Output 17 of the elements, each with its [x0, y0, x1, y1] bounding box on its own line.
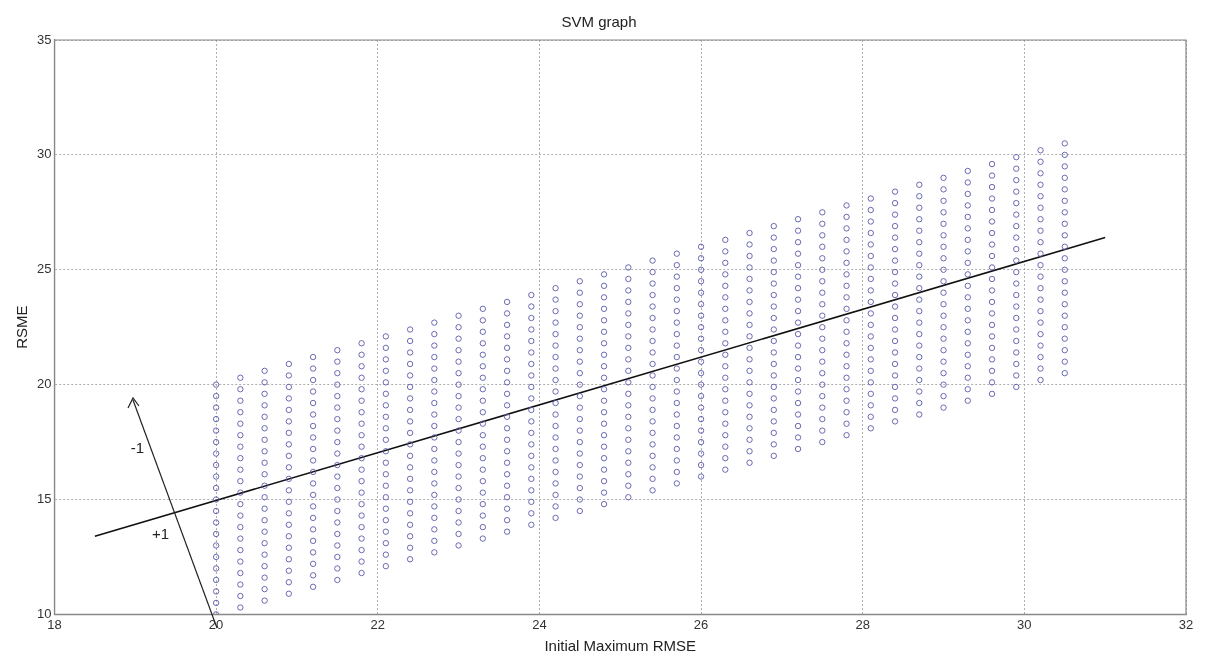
- annotation: +1: [151, 525, 170, 543]
- annotation: -1: [130, 439, 145, 457]
- y-tick-label: 15: [36, 491, 52, 507]
- y-axis-title: RSME: [13, 305, 31, 349]
- chart-title: SVM graph: [561, 13, 637, 31]
- y-tick-label: 30: [36, 146, 52, 162]
- y-tick-label: 35: [36, 31, 52, 47]
- x-axis-title: Initial Maximum RMSE: [544, 637, 697, 655]
- y-tick-label: 25: [36, 261, 52, 277]
- x-tick-label: 22: [370, 616, 385, 632]
- x-tick-label: 30: [1017, 616, 1032, 632]
- x-tick-label: 24: [532, 616, 547, 632]
- x-tick-label: 26: [693, 616, 709, 632]
- x-tick-label: 28: [855, 616, 870, 632]
- x-tick-label: 32: [1178, 616, 1194, 632]
- y-tick-label: 10: [36, 605, 52, 621]
- y-tick-label: 20: [36, 376, 52, 392]
